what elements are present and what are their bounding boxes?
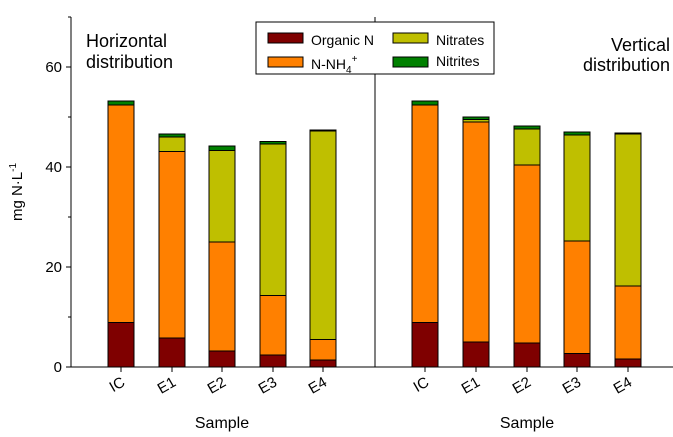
bar-segment-n-nh4--e4 [309, 339, 337, 361]
bar-segment-n-nh4--ic [411, 104, 439, 323]
x-tick-label: E3 [560, 374, 584, 398]
bar-segment-organic-n-e1 [158, 337, 186, 368]
legend-label-nitrites: Nitrites [436, 53, 480, 69]
x-tick-label: E1 [459, 374, 483, 398]
panel-title: Horizontal distribution [86, 31, 173, 72]
x-tick-label: E3 [256, 374, 280, 398]
bar-segment-organic-n-e2 [208, 350, 236, 368]
x-axis-label: Sample [500, 415, 554, 432]
x-tick-label: E4 [611, 374, 635, 398]
panel-vertical: Vertical distribution IC E1 E2 E3 E4 Sample [411, 35, 670, 432]
bar-segment-n-nh4--e1 [158, 151, 186, 339]
bar-segment-organic-n-e3 [259, 354, 287, 368]
bar-segment-n-nh4--e3 [259, 295, 287, 356]
x-tick-label: E4 [306, 374, 330, 398]
bar-segment-nitrates-e3 [259, 143, 287, 296]
x-tick-label: IC [107, 374, 129, 396]
x-tick-label: IC [411, 374, 433, 396]
bar-segment-nitrates-e2 [513, 128, 541, 166]
legend-label-n-nh4-: N-NH4+ [311, 54, 358, 76]
bar-segment-nitrates-e4 [614, 133, 642, 287]
bar-segment-organic-n-e4 [614, 358, 642, 368]
y-tick-label: 0 [54, 359, 62, 376]
legend-label-organic-n: Organic N [311, 32, 374, 48]
legend-swatch-nitrites [392, 56, 429, 68]
bar-segment-nitrites-e3 [259, 141, 287, 145]
legend-swatch-organic-n [267, 32, 304, 44]
bar-segment-organic-n-e3 [563, 353, 591, 368]
bar-segment-organic-n-e2 [513, 342, 541, 368]
legend-swatch-n-nh4- [267, 56, 304, 68]
bar-segment-n-nh4--e2 [208, 241, 236, 352]
y-axis-label: mg N·L-1 [8, 163, 26, 222]
legend-label-nitrates: Nitrates [436, 32, 484, 48]
bar-segment-n-nh4--ic [107, 104, 135, 323]
bar-segment-organic-n-e1 [462, 341, 490, 368]
bar-segment-n-nh4--e2 [513, 164, 541, 344]
bar-segment-nitrates-e2 [208, 150, 236, 243]
bar-segment-organic-n-ic [107, 322, 135, 368]
bar-segment-n-nh4--e4 [614, 285, 642, 360]
bar-segment-organic-n-ic [411, 322, 439, 368]
bar-segment-nitrites-e2 [513, 125, 541, 130]
bar-segment-nitrates-e3 [563, 134, 591, 242]
y-tick-label: 20 [45, 259, 62, 276]
bar-segment-nitrites-e3 [563, 131, 591, 136]
bar-segment-nitrites-e4 [309, 129, 337, 132]
bar-segment-nitrites-ic [107, 100, 135, 106]
bar-segment-nitrates-e4 [309, 130, 337, 340]
legend: Organic N N-NH4+ Nitrates Nitrites [255, 21, 495, 76]
x-tick-label: E1 [155, 374, 179, 398]
y-tick-label: 40 [45, 159, 62, 176]
x-tick-label: E2 [205, 374, 229, 398]
bar-segment-nitrites-e1 [462, 116, 490, 120]
bar-segment-nitrites-e4 [614, 132, 642, 135]
bar-segment-organic-n-e4 [309, 359, 337, 368]
x-axis-label: Sample [195, 415, 249, 432]
bar-segment-nitrites-ic [411, 100, 439, 106]
bar-segment-n-nh4--e1 [462, 121, 490, 343]
legend-swatch-nitrates [392, 32, 429, 44]
y-tick-label: 60 [45, 59, 62, 76]
bar-segment-n-nh4--e3 [563, 240, 591, 354]
bar-segment-nitrites-e1 [158, 133, 186, 138]
x-tick-label: E2 [510, 374, 534, 398]
panel-title: Vertical distribution [583, 35, 670, 75]
panel-horizontal: Horizontal distribution IC E1 E2 E3 E4 Sample [86, 31, 337, 432]
bar-segment-nitrites-e2 [208, 145, 236, 151]
bar-segment-nitrates-e1 [158, 136, 186, 152]
